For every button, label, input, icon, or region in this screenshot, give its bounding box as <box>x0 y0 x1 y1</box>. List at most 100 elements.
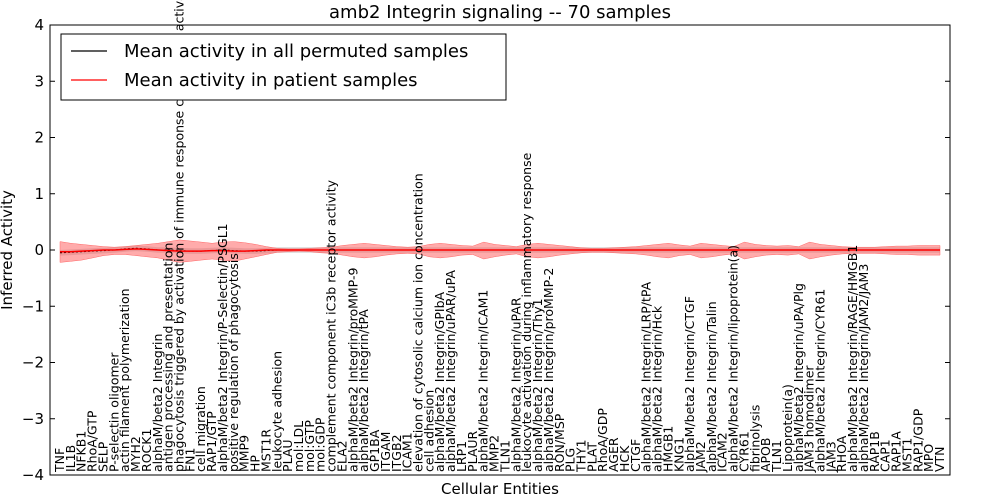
x-tick-label: ICAM2 <box>715 432 730 472</box>
y-tick-label: −3 <box>22 410 44 428</box>
x-tick-label: NFKB1 <box>74 431 89 472</box>
x-tick-label: PLAT <box>584 442 599 472</box>
legend-box <box>60 33 507 101</box>
x-tick-label: AGER <box>606 437 621 472</box>
x-tick-label: JAM3 <box>823 441 838 473</box>
x-tick-label: elevation of cytosolic calcium ion conce… <box>411 173 426 472</box>
x-tick-label: alphaM/beta2 Integrin/CTGF <box>682 296 697 472</box>
x-tick-label: ITGB2 <box>389 434 404 472</box>
x-tick-label: ITGAM <box>378 432 393 472</box>
x-tick-label: SELP <box>96 441 111 472</box>
x-tick-label: complement component iC3b receptor activ… <box>324 179 339 472</box>
x-tick-label: alphaM/beta2 Integrin/uPAR/uPA <box>443 270 458 472</box>
y-tick-label: 2 <box>34 129 44 147</box>
x-tick-label: alphaM/beta2 Integrin/LRP/tPA <box>639 281 654 472</box>
y-tick-label: −1 <box>22 297 44 315</box>
x-tick-label: alphaM/beta2 Integrin <box>150 334 165 472</box>
x-tick-label: HMGB1 <box>660 426 675 472</box>
x-tick-label: MYH2 <box>128 436 143 472</box>
legend: Mean activity in all permuted samples Me… <box>60 33 507 101</box>
x-tick-label: cell adhesion <box>421 390 436 472</box>
x-tick-label: alphaM/beta2 Integrin/proMMP-9 <box>345 268 360 472</box>
y-axis-label: Inferred Activity <box>0 190 16 310</box>
x-tick-label: alphaM/beta2 Integrin/Hck <box>650 305 665 472</box>
x-tick-label: cell migration <box>193 386 208 472</box>
x-tick-label: ICAM1 <box>400 432 415 472</box>
x-tick-label: antigen processing and presentation <box>161 243 176 472</box>
x-tick-label: alphaM/beta2 Integrin/RAGE/HMGB1 <box>845 245 860 472</box>
x-tick-label: alphaM/beta2 Integrin/CYR61 <box>813 289 828 472</box>
x-tick-label: RhoA/GDP <box>595 408 610 472</box>
x-tick-label: RAP1/GTP <box>204 411 219 472</box>
x-tick-label: leukocyte adhesion <box>269 351 284 472</box>
x-tick-label: alphaM/beta2 Integrin/Talin <box>704 301 719 472</box>
patient-mean-line <box>60 248 940 253</box>
x-tick-label: alphaM/beta2 Integrin/lipoprotein(a) <box>726 245 741 472</box>
x-tick-label: PLG <box>563 448 578 472</box>
x-tick-label: MPO <box>921 444 936 472</box>
x-tick-label: RON/MSP <box>552 413 567 472</box>
x-tick-label: P-selectin oligomer <box>106 352 121 472</box>
x-tick-label: fibrinolysis <box>747 405 762 472</box>
x-tick-label: actin filament polymerization <box>117 288 132 472</box>
activity-lines <box>59 247 940 254</box>
x-tick-label: positive regulation of phagocytosis <box>226 253 241 472</box>
x-tick-label: VTN <box>932 446 947 472</box>
legend-label-patient: Mean activity in patient samples <box>124 70 418 91</box>
y-tick-label: −4 <box>22 466 44 484</box>
x-tick-label: TLN1 <box>769 440 784 473</box>
patient-band <box>59 239 941 263</box>
y-tick-label: 4 <box>34 16 44 34</box>
x-tick-label: THY1 <box>574 439 589 473</box>
x-tick-label: LRP1 <box>454 441 469 472</box>
x-tick-label: MMP9 <box>237 435 252 472</box>
x-tick-label: CAP1 <box>878 439 893 472</box>
x-tick-label: TLN1 <box>497 440 512 473</box>
x-tick-label: alphaM/beta2 Integrin/GPIbA <box>432 291 447 471</box>
plot-frame <box>49 24 951 476</box>
x-tick-label: HCK <box>617 445 632 472</box>
x-tick-label: alphaM/beta2 Integrin/Thy1 <box>530 298 545 472</box>
x-tick-label: RAP1B <box>867 431 882 472</box>
x-tick-label: RAP1/GDP <box>910 408 925 472</box>
x-tick-label: GP1BA <box>367 429 382 472</box>
x-tick-label: PLAUR <box>465 430 480 471</box>
chart-title: amb2 Integrin signaling -- 70 samples <box>329 2 671 23</box>
x-tick-label: MST1 <box>899 438 914 472</box>
x-tick-label: HP <box>248 455 263 472</box>
x-axis-label: Cellular Entities <box>441 480 559 498</box>
x-tick-label: MST1R <box>258 429 273 472</box>
x-tick-label: JAM3 homodimer <box>802 365 817 473</box>
y-tick-label: 0 <box>34 241 44 259</box>
x-tick-label: RAP1A <box>889 431 904 472</box>
y-tick-label: 1 <box>34 185 44 203</box>
x-tick-label: RhoA/GTP <box>85 410 100 472</box>
x-tick-label: IL1B <box>63 445 78 472</box>
x-tick-label: mol:LDL <box>291 421 306 472</box>
x-tick-label: FN1 <box>182 448 197 473</box>
x-tick-label: RHOA <box>834 435 849 472</box>
x-tick-label: alphaM/beta2 Integrin/uPAR <box>508 297 523 472</box>
x-tick-label: CTGF <box>628 439 643 472</box>
x-tick-label: PLAU <box>280 439 295 472</box>
x-tick-label: alphaM/beta2 Integrin/P-Selectin/PSGL1 <box>215 223 230 472</box>
x-tick-label: TNF <box>52 448 67 473</box>
x-tick-label: ROCK1 <box>139 429 154 472</box>
x-tick-label: phagocytosis triggered by activation of … <box>172 0 187 472</box>
x-tick-label: ELA2 <box>335 440 350 472</box>
x-tick-label: APOB <box>758 438 773 473</box>
y-tick-label: 3 <box>34 72 44 90</box>
y-axis-ticks: −4 −3 −2 −1 0 1 2 3 4 <box>22 16 950 484</box>
x-tick-label: MMP2 <box>487 435 502 472</box>
legend-label-permuted: Mean activity in all permuted samples <box>124 41 468 62</box>
x-tick-label: mol:GDP <box>313 417 328 472</box>
x-tick-label: alphaM/beta2 Integrin/tPA <box>356 309 371 472</box>
x-tick-label: JAM2 <box>693 441 708 473</box>
x-tick-label: alphaM/beta2 Integrin/uPA/Plg <box>791 283 806 472</box>
x-tick-label: Lipoprotein(a) <box>780 384 795 472</box>
x-tick-label: alphaM/beta2 Integrin/ICAM1 <box>476 290 491 472</box>
x-tick-label: alphaM/beta2 Integrin/JAM2/JAM3 <box>856 264 871 472</box>
x-tick-label: KNG1 <box>671 437 686 472</box>
